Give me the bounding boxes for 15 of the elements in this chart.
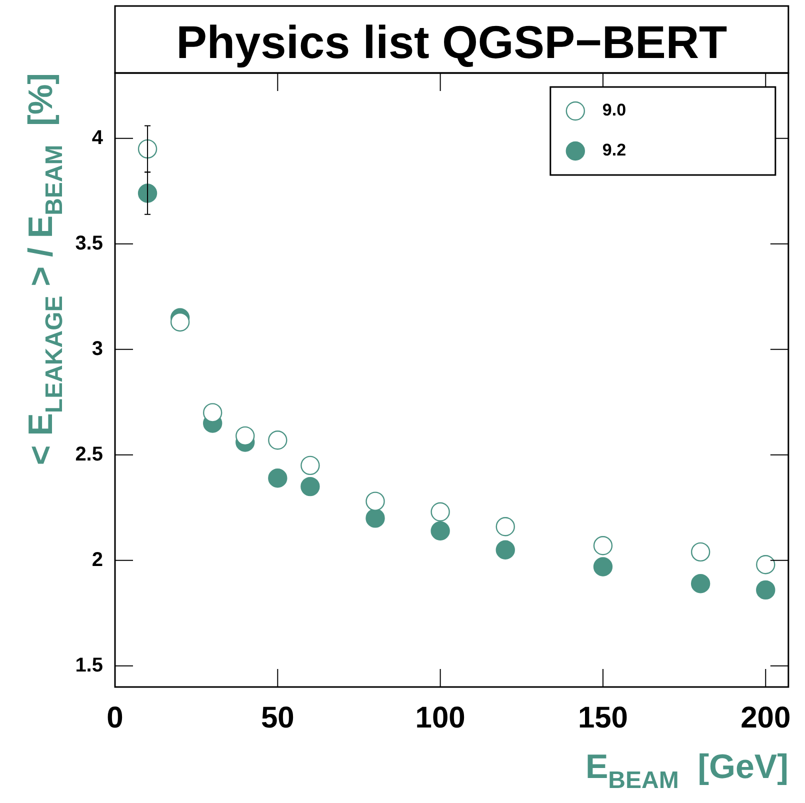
y-tick-label: 4: [92, 126, 104, 149]
y-axis-title: < ELEAKAGE > / EBEAM [%]: [22, 72, 68, 466]
y-tick-label: 3: [92, 338, 103, 360]
x-tick-label: 150: [578, 701, 628, 734]
x-tick-label: 200: [740, 701, 791, 734]
y-tick-label: 3.5: [75, 232, 103, 254]
y-tick-label: 2.5: [75, 443, 103, 466]
y-tick-label: 1.5: [75, 654, 103, 676]
legend-label: 9.2: [602, 140, 626, 160]
chart-title: Physics list QGSP−BERT: [176, 16, 728, 68]
x-tick-label: 100: [415, 701, 466, 734]
x-tick-label: 0: [106, 701, 124, 734]
legend-label: 9.0: [602, 100, 626, 120]
y-tick-label: 2: [92, 548, 103, 571]
x-tick-label: 50: [260, 701, 294, 734]
